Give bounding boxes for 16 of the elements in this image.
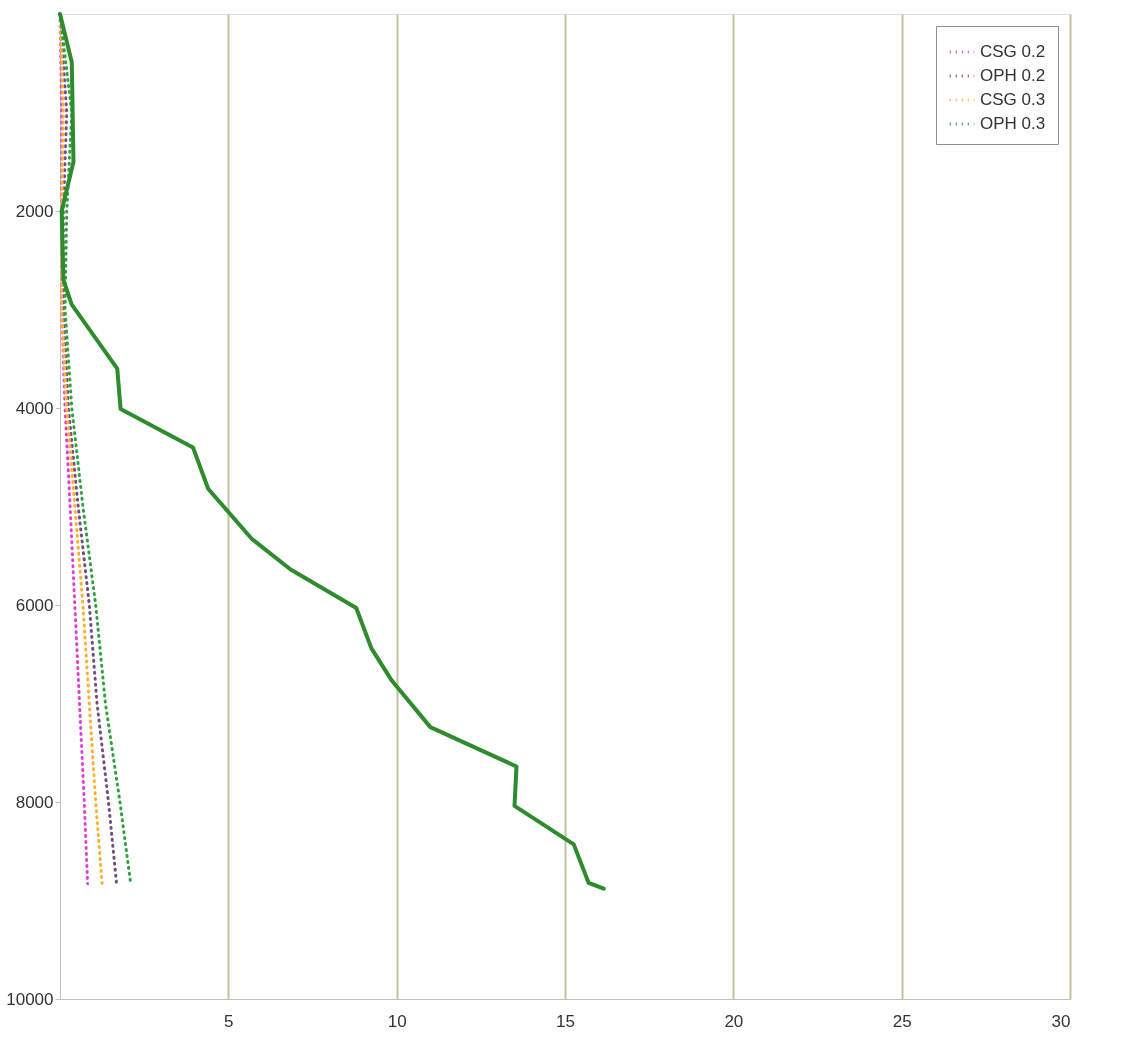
- legend-label: CSG 0.2: [980, 42, 1046, 61]
- y-tick-label: 2000: [15, 201, 54, 221]
- legend-label: CSG 0.3: [980, 90, 1046, 109]
- x-tick-label: 20: [724, 1011, 744, 1031]
- legend-label: OPH 0.3: [980, 114, 1046, 133]
- y-tick-label: 4000: [15, 398, 54, 418]
- x-tick-label: 25: [892, 1011, 912, 1031]
- x-tick-label: 15: [556, 1011, 575, 1031]
- y-tick-label: 8000: [15, 792, 54, 812]
- x-tick-label: 30: [1051, 1011, 1071, 1031]
- x-tick-label: 5: [224, 1011, 234, 1031]
- legend-label: OPH 0.2: [980, 66, 1046, 85]
- x-tick-label: 10: [387, 1011, 407, 1031]
- line-series: [58, 12, 606, 891]
- y-tick-label: 10000: [6, 989, 54, 1009]
- y-tick-label: 6000: [15, 595, 54, 615]
